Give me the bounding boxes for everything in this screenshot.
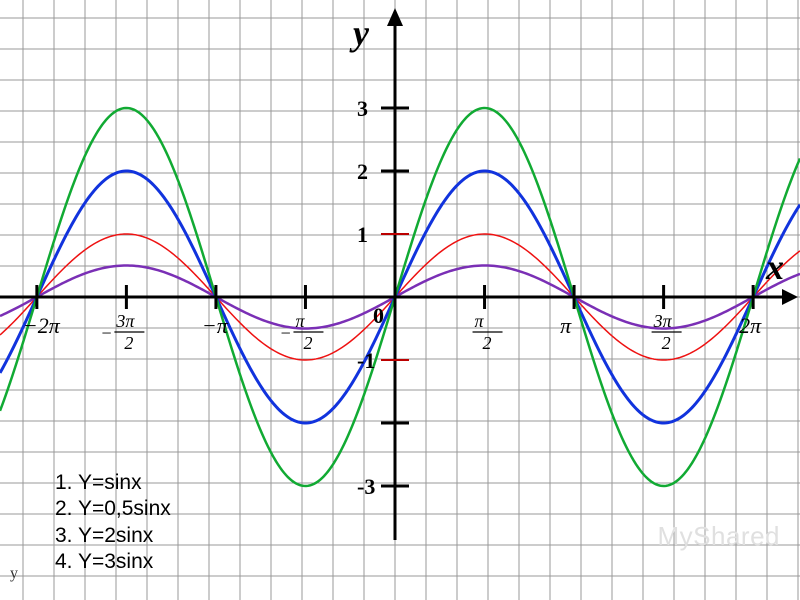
- axes: yx0321-1-3−2π−3π2−π−π2π2π3π22π: [0, 8, 798, 540]
- svg-text:2: 2: [662, 333, 671, 353]
- legend-item: 3. Y=2sinx: [55, 523, 171, 549]
- svg-text:3π: 3π: [115, 311, 135, 331]
- svg-text:2: 2: [124, 333, 133, 353]
- legend: 1. Y=sinx 2. Y=0,5sinx 3. Y=2sinx 4. Y=3…: [55, 470, 171, 575]
- svg-text:3: 3: [357, 96, 368, 121]
- svg-text:π: π: [560, 313, 572, 338]
- legend-item: 2. Y=0,5sinx: [55, 496, 171, 522]
- svg-text:2: 2: [303, 333, 312, 353]
- svg-text:−2π: −2π: [23, 313, 61, 338]
- svg-text:2π: 2π: [739, 313, 762, 338]
- svg-text:−π: −π: [202, 313, 229, 338]
- svg-text:1: 1: [357, 222, 368, 247]
- svg-text:-3: -3: [357, 474, 375, 499]
- watermark: MyShared: [658, 521, 781, 552]
- svg-text:2: 2: [483, 333, 492, 353]
- svg-text:−: −: [100, 323, 112, 343]
- legend-item: 1. Y=sinx: [55, 470, 171, 496]
- svg-text:−: −: [279, 323, 291, 343]
- svg-text:y: y: [349, 13, 370, 53]
- svg-text:3π: 3π: [653, 311, 673, 331]
- legend-item: 4. Y=3sinx: [55, 549, 171, 575]
- svg-text:0: 0: [373, 303, 384, 328]
- svg-text:x: x: [765, 247, 784, 287]
- svg-text:π: π: [475, 311, 485, 331]
- footer-y-label: y: [10, 565, 18, 583]
- svg-text:-1: -1: [357, 348, 375, 373]
- svg-text:π: π: [295, 311, 305, 331]
- svg-text:2: 2: [357, 159, 368, 184]
